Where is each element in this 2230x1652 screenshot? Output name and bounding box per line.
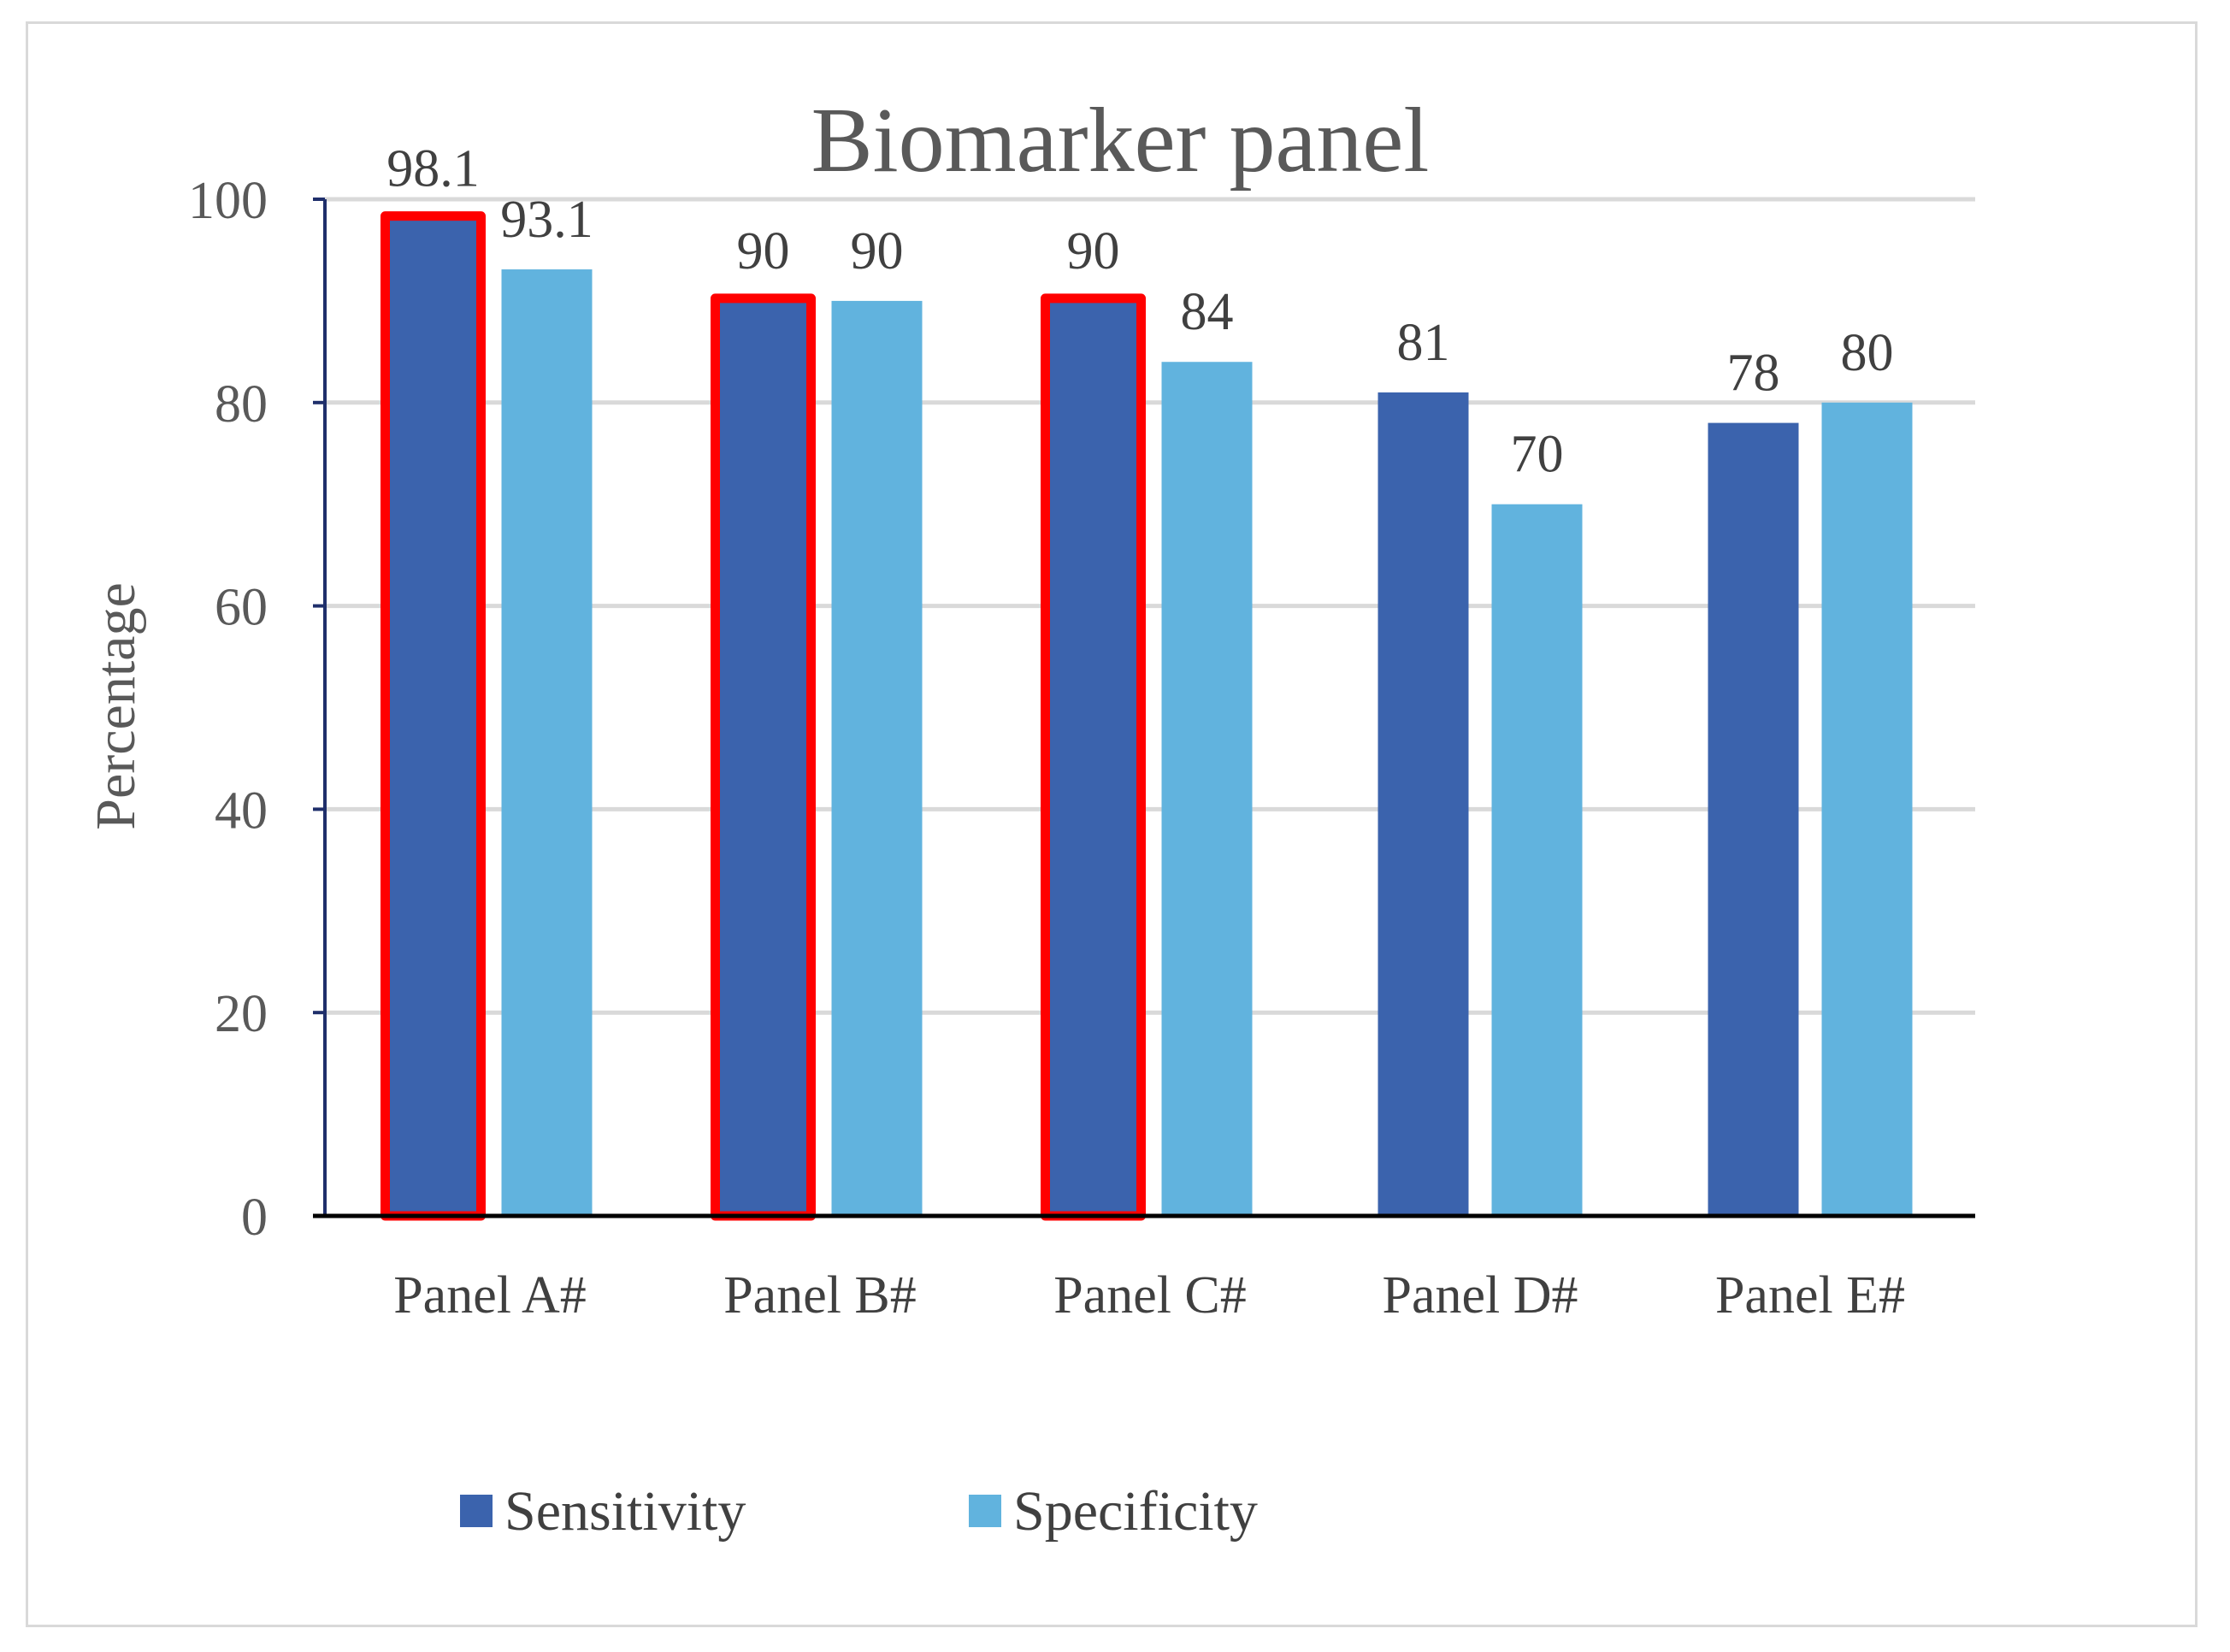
- chart-title: Biomarker panel: [811, 90, 1430, 192]
- legend-swatch-specificity: [969, 1495, 1001, 1527]
- legend-swatch-sensitivity: [460, 1495, 493, 1527]
- bar-specificity-panel-d: [1491, 504, 1583, 1216]
- bar-specificity-panel-a: [501, 269, 593, 1216]
- data-labels: 98.1 93.1 90 90 90 84 81 70 78 80: [386, 140, 1893, 484]
- bar-specificity-panel-e: [1821, 402, 1913, 1216]
- legend-label-sensitivity: Sensitivity: [504, 1480, 746, 1543]
- bar-specificity-panel-c: [1161, 362, 1253, 1216]
- gridlines: [325, 197, 1975, 1015]
- data-label-specificity-panel-b: 90: [851, 222, 904, 280]
- y-tick-label-80: 80: [215, 375, 268, 434]
- bar-sensitivity-panel-b: [717, 300, 809, 1216]
- y-tick-label-60: 60: [215, 579, 268, 637]
- bar-sensitivity-panel-c: [1047, 300, 1139, 1216]
- x-tick-label-panel-e: Panel E#: [1715, 1266, 1905, 1325]
- bar-sensitivity-panel-e: [1708, 422, 1799, 1217]
- data-label-specificity-panel-e: 80: [1841, 324, 1894, 382]
- y-axis-label: Percentage: [85, 582, 147, 830]
- y-tick-label-0: 0: [241, 1189, 268, 1247]
- legend-label-specificity: Specificity: [1013, 1480, 1258, 1543]
- axes: [313, 198, 1975, 1218]
- data-label-sensitivity-panel-a: 98.1: [386, 140, 480, 198]
- data-label-specificity-panel-c: 84: [1181, 283, 1234, 341]
- data-label-specificity-panel-a: 93.1: [500, 191, 593, 249]
- x-tick-labels: Panel A# Panel B# Panel C# Panel D# Panel E#: [393, 1266, 1905, 1325]
- bar-sensitivity-panel-d: [1378, 392, 1469, 1216]
- x-tick-label-panel-c: Panel C#: [1053, 1266, 1247, 1325]
- legend: Sensitivity Specificity: [460, 1480, 1258, 1543]
- data-label-specificity-panel-d: 70: [1511, 426, 1564, 484]
- bar-specificity-panel-b: [831, 300, 923, 1216]
- bar-sensitivity-panel-a: [387, 218, 479, 1216]
- data-label-sensitivity-panel-b: 90: [737, 222, 790, 280]
- data-label-sensitivity-panel-d: 81: [1397, 314, 1450, 372]
- x-tick-label-panel-a: Panel A#: [393, 1266, 587, 1325]
- data-label-sensitivity-panel-e: 78: [1727, 345, 1780, 403]
- y-tick-labels: 0 20 40 60 80 100: [188, 172, 268, 1247]
- x-tick-label-panel-d: Panel D#: [1382, 1266, 1578, 1325]
- bars: [381, 211, 1913, 1221]
- data-label-sensitivity-panel-c: 90: [1067, 222, 1120, 280]
- x-tick-label-panel-b: Panel B#: [723, 1266, 917, 1325]
- y-tick-label-20: 20: [215, 985, 268, 1043]
- y-tick-label-100: 100: [188, 172, 268, 230]
- y-tick-label-40: 40: [215, 782, 268, 840]
